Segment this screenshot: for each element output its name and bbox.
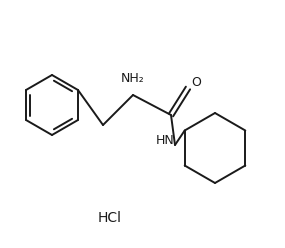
Text: HN: HN (156, 133, 174, 147)
Text: O: O (191, 75, 201, 89)
Text: NH₂: NH₂ (121, 71, 145, 85)
Text: HCl: HCl (98, 211, 122, 225)
